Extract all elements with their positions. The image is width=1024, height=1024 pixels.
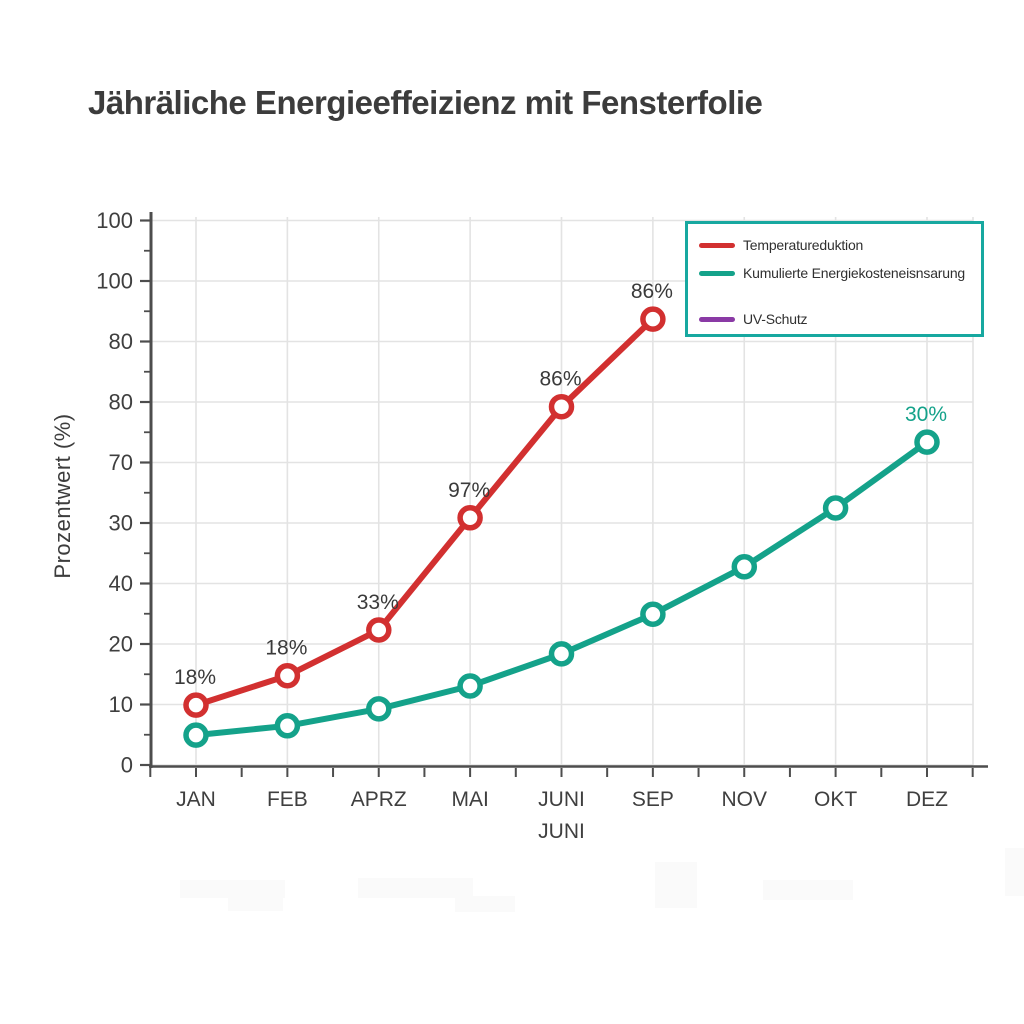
svg-text:10: 10 [109, 692, 133, 717]
svg-text:40: 40 [109, 571, 133, 596]
data-point-marker [822, 495, 849, 521]
data-point-marker [274, 713, 301, 739]
legend-box: Temperatureduktion Kumulierte Energiekos… [685, 221, 984, 337]
ghost-artifact [180, 880, 285, 898]
gridlines [150, 217, 974, 766]
ghost-artifact [455, 896, 515, 912]
svg-text:30: 30 [109, 511, 133, 536]
axes [140, 212, 988, 777]
data-point-label: 30% [905, 403, 947, 426]
svg-text:SEP: SEP [632, 788, 674, 811]
legend-label-energiekosten: Kumulierte Energiekosteneisnsarung [743, 265, 965, 281]
svg-text:100: 100 [96, 269, 133, 294]
series-kumulierte-energiekosteneisnsarung: 30% [183, 403, 947, 748]
data-point-marker [548, 393, 575, 420]
data-point-marker [914, 429, 940, 455]
legend-swatch-teal-line [699, 270, 735, 276]
data-point-label: 97% [448, 479, 490, 502]
svg-text:OKT: OKT [814, 788, 857, 811]
data-point-marker [640, 601, 666, 627]
ghost-artifact [1005, 848, 1024, 896]
data-point-marker [640, 306, 666, 332]
svg-text:80: 80 [109, 329, 133, 354]
data-point-label: 18% [265, 637, 307, 660]
svg-text:80: 80 [109, 390, 133, 415]
svg-text:APRZ: APRZ [351, 788, 407, 811]
svg-text:NOV: NOV [721, 788, 767, 811]
svg-text:JUNI: JUNI [538, 788, 585, 811]
svg-text:20: 20 [109, 632, 133, 657]
data-point-marker [548, 641, 575, 667]
ghost-artifact [358, 878, 473, 898]
data-point-marker [366, 617, 392, 643]
svg-text:MAI: MAI [451, 788, 488, 811]
svg-text:FEB: FEB [267, 788, 308, 811]
ghost-artifact [228, 897, 283, 911]
data-point-marker [457, 673, 483, 699]
data-point-marker [731, 554, 758, 580]
legend-item-temperatureduktion: Temperatureduktion [699, 236, 863, 254]
svg-text:70: 70 [109, 450, 133, 475]
data-point-marker [457, 505, 483, 531]
svg-text:DEZ: DEZ [906, 788, 948, 811]
svg-text:JAN: JAN [176, 788, 216, 811]
legend-swatch-purple-line [699, 316, 735, 322]
data-point-label: 86% [631, 280, 673, 303]
data-point-marker [274, 662, 301, 689]
legend-swatch-red-line [699, 242, 735, 248]
ghost-artifact [763, 880, 853, 900]
svg-text:JUNI: JUNI [538, 820, 585, 843]
legend-label-uv-schutz: UV-Schutz [743, 311, 808, 327]
svg-text:0: 0 [121, 753, 133, 778]
data-point-label: 86% [539, 368, 581, 391]
ghost-artifact [655, 862, 697, 908]
data-point-marker [183, 722, 209, 748]
series-temperatureduktion: 18% 18% 33% 97% 86% 86% [174, 280, 673, 718]
legend-item-uv-schutz: UV-Schutz [699, 310, 808, 328]
data-point-marker [183, 692, 209, 718]
data-point-label: 18% [174, 666, 216, 689]
chart-title: Jähräliche Energieeffeizienz mit Fenster… [88, 84, 763, 121]
data-point-label: 33% [357, 591, 399, 614]
x-axis-tick-labels: JAN FEB APRZ MAI JUNI SEP NOV OKT DEZ JUNI [176, 788, 948, 843]
legend-label-temperatureduktion: Temperatureduktion [743, 237, 864, 253]
legend-item-energiekosten: Kumulierte Energiekosteneisnsarung [699, 264, 965, 282]
data-point-marker [366, 696, 392, 722]
svg-text:100: 100 [96, 208, 133, 233]
